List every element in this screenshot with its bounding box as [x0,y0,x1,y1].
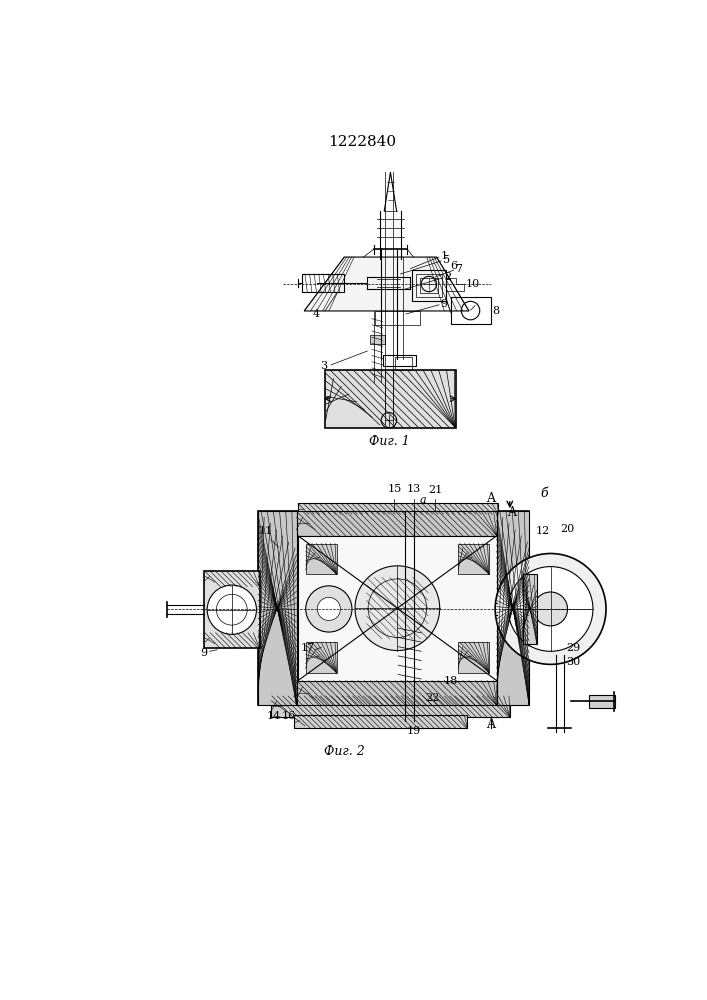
Polygon shape [589,695,615,708]
Text: 2: 2 [444,272,452,282]
Text: 10: 10 [466,279,480,289]
Text: A: A [507,506,516,519]
Circle shape [355,566,440,651]
Polygon shape [296,681,497,705]
Circle shape [207,585,257,634]
Polygon shape [258,511,529,705]
Text: 5: 5 [443,255,450,265]
Polygon shape [296,511,497,536]
Text: 21: 21 [428,485,442,495]
Text: 20: 20 [561,524,575,534]
Text: 30: 30 [566,657,580,667]
Text: 17: 17 [300,643,315,653]
Polygon shape [523,574,537,644]
Text: 29: 29 [566,643,580,653]
Text: 7: 7 [455,264,462,274]
Text: 9: 9 [201,648,208,658]
Polygon shape [458,642,489,673]
Polygon shape [305,642,337,673]
Text: 15: 15 [387,484,402,494]
Text: 1222840: 1222840 [328,135,396,149]
Polygon shape [497,511,529,705]
Text: 18: 18 [443,676,457,686]
Text: A: A [486,492,495,505]
Text: 4: 4 [312,309,320,319]
Text: 1: 1 [440,251,448,261]
Polygon shape [298,503,498,514]
Polygon shape [294,715,467,728]
Polygon shape [305,544,337,574]
Text: 6: 6 [450,261,457,271]
Polygon shape [325,370,456,428]
Text: 3: 3 [320,361,327,371]
Text: 8: 8 [492,306,499,316]
Polygon shape [258,511,296,705]
Polygon shape [204,571,259,648]
Text: a: a [419,495,426,505]
Text: 13: 13 [407,484,421,494]
Text: 14: 14 [267,711,281,721]
Text: 12: 12 [536,526,550,536]
Text: 16: 16 [281,711,296,721]
Polygon shape [458,544,489,574]
Text: Фиг. 1: Фиг. 1 [368,435,409,448]
Polygon shape [370,335,385,344]
Text: 19: 19 [407,726,421,736]
Text: б: б [541,487,548,500]
Circle shape [534,592,568,626]
Circle shape [495,554,606,664]
Polygon shape [298,536,497,681]
Polygon shape [271,696,510,717]
Text: 9: 9 [440,299,448,309]
Text: A: A [486,718,495,731]
Circle shape [508,567,593,651]
Text: 11: 11 [259,526,273,536]
Polygon shape [304,257,469,311]
Text: 22: 22 [426,693,440,703]
Circle shape [317,597,340,620]
Circle shape [305,586,352,632]
Text: Фиг. 2: Фиг. 2 [324,745,365,758]
